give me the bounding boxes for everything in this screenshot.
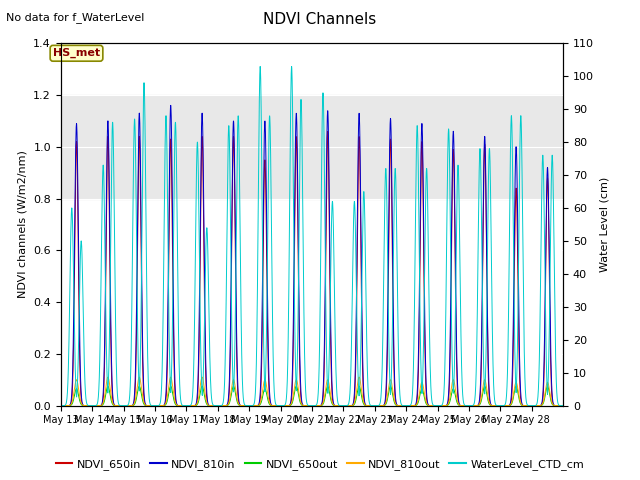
Y-axis label: Water Level (cm): Water Level (cm) (600, 177, 609, 272)
Legend: NDVI_650in, NDVI_810in, NDVI_650out, NDVI_810out, WaterLevel_CTD_cm: NDVI_650in, NDVI_810in, NDVI_650out, NDV… (51, 455, 589, 474)
Text: No data for f_WaterLevel: No data for f_WaterLevel (6, 12, 145, 23)
Bar (61, 95, 563, 199)
Y-axis label: NDVI channels (W/m2/nm): NDVI channels (W/m2/nm) (18, 150, 28, 299)
Text: HS_met: HS_met (53, 48, 100, 59)
Text: NDVI Channels: NDVI Channels (264, 12, 376, 27)
